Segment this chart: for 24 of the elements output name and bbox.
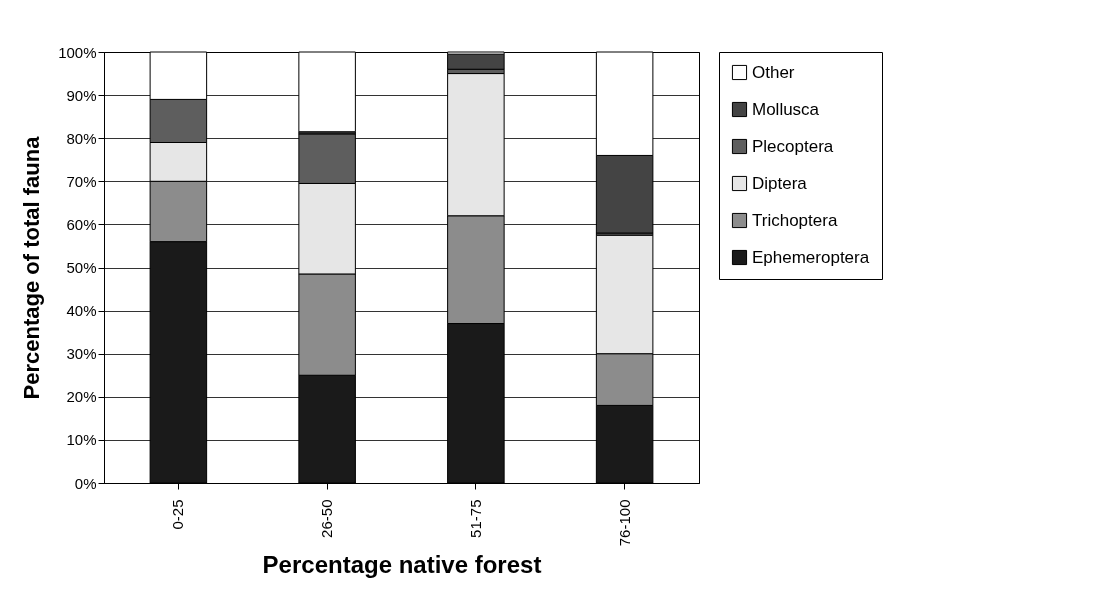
legend-label: Plecoptera bbox=[752, 136, 834, 156]
x-tick-label: 76-100 bbox=[615, 499, 633, 547]
y-tick-label: 90% bbox=[66, 86, 97, 104]
legend-label: Other bbox=[752, 62, 795, 82]
x-tick-label: 26-50 bbox=[318, 499, 336, 538]
legend-label: Mollusca bbox=[752, 99, 820, 119]
y-tick-label: 20% bbox=[66, 388, 97, 406]
y-tick-label: 100% bbox=[58, 43, 97, 61]
y-tick-label: 0% bbox=[74, 474, 97, 492]
bar bbox=[447, 53, 505, 70]
y-tick-label: 80% bbox=[66, 129, 97, 147]
legend-label: Ephemeroptera bbox=[752, 247, 870, 267]
y-tick-label: 40% bbox=[66, 302, 97, 320]
y-tick-label: 70% bbox=[66, 172, 97, 190]
y-tick-label: 50% bbox=[66, 259, 97, 276]
legend-label: Trichoptera bbox=[752, 210, 838, 230]
y-tick-label: 10% bbox=[66, 431, 97, 449]
x-tick-label: 51-75 bbox=[466, 499, 484, 538]
y-tick-label: 30% bbox=[66, 345, 97, 363]
x-tick-label: 0-25 bbox=[169, 499, 187, 530]
y-axis-title: Percentage of total fauna bbox=[19, 135, 45, 400]
legend-label: Diptera bbox=[752, 173, 808, 193]
y-tick-label: 60% bbox=[66, 215, 97, 233]
x-axis-title: Percentage native forest bbox=[262, 551, 542, 579]
